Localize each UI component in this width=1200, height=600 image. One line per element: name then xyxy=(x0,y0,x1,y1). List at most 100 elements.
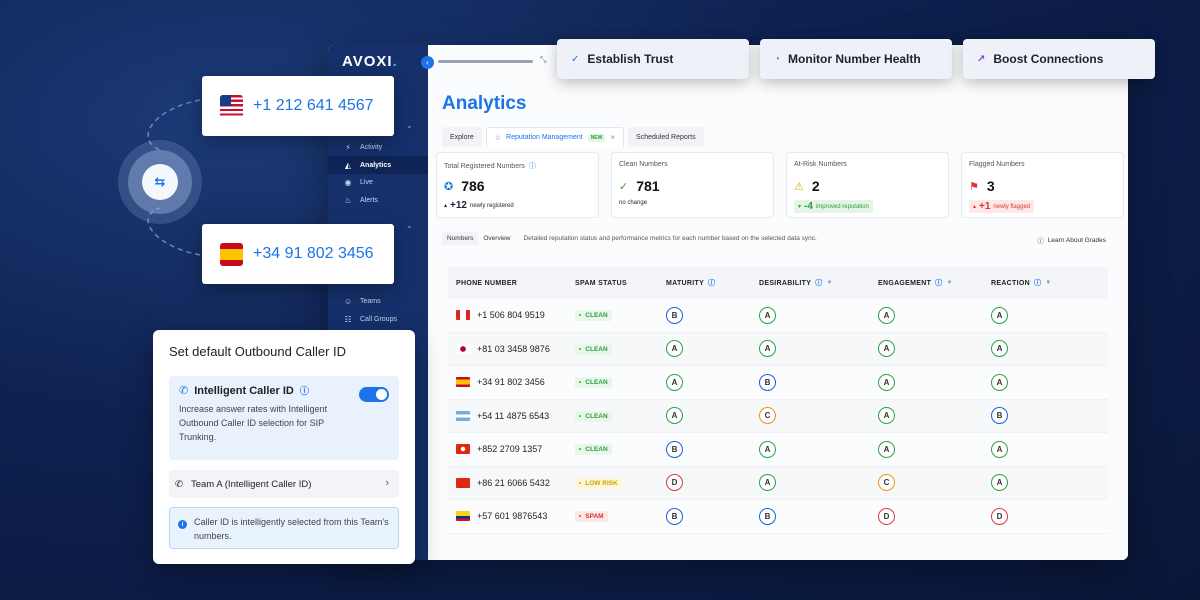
grade-badge: B xyxy=(666,306,683,324)
expand-icon[interactable]: ⤡ xyxy=(540,55,547,64)
grade-badge: A xyxy=(991,340,1008,358)
info-icon[interactable]: ⓘ xyxy=(935,280,943,287)
grade-badge: A xyxy=(991,474,1008,492)
subtab-numbers[interactable]: Numbers xyxy=(442,232,479,245)
cell-phone: +57 601 9876543 xyxy=(448,511,575,522)
phone-number: +54 11 4875 6543 xyxy=(477,410,550,421)
table-row[interactable]: +34 91 802 3456 • CLEAN A B A A xyxy=(448,366,1108,400)
feature-description: Increase answer rates with Intelligent O… xyxy=(179,404,328,442)
cell-maturity: A xyxy=(666,407,759,425)
close-icon[interactable]: × xyxy=(610,133,616,142)
grade-badge: A xyxy=(991,440,1008,458)
stat-delta: +12 xyxy=(450,200,467,211)
th-desirability[interactable]: DESIRABILITY ⓘ ▼ xyxy=(759,279,833,288)
stat-at-risk: At-Risk Numbers ⚠ 2 ▾ -4 improved reputatio… xyxy=(786,152,949,218)
trend-up-icon: ↗ xyxy=(977,53,986,65)
check-circle-icon: ✓ xyxy=(571,53,580,65)
dot-icon: • xyxy=(579,379,582,387)
cell-maturity: A xyxy=(666,373,759,391)
intelligent-caller-id-toggle[interactable] xyxy=(359,387,389,402)
learn-grades-link[interactable]: ⓘ Learn About Grades xyxy=(1037,236,1106,246)
table-row[interactable]: +1 506 804 9519 • CLEAN B A A A xyxy=(448,299,1108,333)
stats-row: Total Registered Numbers ⓘ ✪ 786 ▴ +12 newly… xyxy=(436,152,1124,218)
info-icon[interactable]: ⓘ xyxy=(299,386,309,396)
grade-badge: A xyxy=(759,474,776,492)
grade-badge: A xyxy=(759,340,776,358)
teams-icon: ☺ xyxy=(344,296,353,306)
cell-reaction: A xyxy=(991,373,1101,391)
cell-reaction: B xyxy=(991,407,1101,425)
arrow-down-icon: ▾ xyxy=(798,204,802,210)
table-row[interactable]: +86 21 6066 5432 • LOW RISK D A C A xyxy=(448,466,1108,500)
jp-flag-icon xyxy=(456,343,470,354)
th-phone: PHONE NUMBER xyxy=(456,279,518,287)
table-header: PHONE NUMBER SPAM STATUS MATURITY ⓘ DESIR… xyxy=(448,267,1108,299)
feature-establish-trust: ✓ Establish Trust xyxy=(557,39,749,79)
collapse-sidebar-button[interactable]: ‹ xyxy=(421,56,434,69)
sidebar-item-call-groups[interactable]: ☷ Call Groups xyxy=(344,314,397,324)
tab-scheduled-reports[interactable]: Scheduled Reports xyxy=(628,127,704,147)
grade-badge: A xyxy=(878,340,895,358)
tab-bar: Explore ☆ Reputation Management NEW × Sc… xyxy=(442,127,704,147)
cell-reaction: A xyxy=(991,474,1101,492)
cell-phone: +54 11 4875 6543 xyxy=(448,410,575,421)
sort-caret-icon[interactable]: ▼ xyxy=(1045,280,1052,286)
chevron-down-icon[interactable]: ⌄ xyxy=(406,121,413,130)
warning-icon: ⚠ xyxy=(794,180,804,193)
cell-desirability: B xyxy=(759,507,878,525)
new-badge: NEW xyxy=(587,133,606,142)
cell-desirability: B xyxy=(759,373,878,391)
tab-reputation-management[interactable]: ☆ Reputation Management NEW × xyxy=(485,127,625,147)
chevron-down-icon[interactable]: ⌄ xyxy=(406,221,413,230)
grade-badge: B xyxy=(991,407,1008,425)
phone-icon: ✆ xyxy=(175,478,183,490)
stat-delta-note: improved reputation xyxy=(815,203,869,210)
cell-spam: • SPAM xyxy=(575,510,666,523)
sidebar-item-teams[interactable]: ☺ Teams xyxy=(344,296,381,306)
stat-label: Clean Numbers xyxy=(619,161,668,168)
phone-number: +34 91 802 3456 xyxy=(477,377,545,388)
cell-engagement: A xyxy=(878,407,991,425)
cell-engagement: A xyxy=(878,306,991,324)
info-icon[interactable]: ⓘ xyxy=(708,280,716,287)
grade-badge: A xyxy=(666,340,683,358)
sidebar-item-alerts[interactable]: ♨ Alerts xyxy=(344,195,378,205)
tab-explore[interactable]: Explore xyxy=(442,127,482,147)
th-engagement[interactable]: ENGAGEMENT ⓘ ▼ xyxy=(878,279,953,288)
subtab-overview[interactable]: Overview xyxy=(483,235,511,242)
table-row[interactable]: +852 2709 1357 • CLEAN B A A A xyxy=(448,433,1108,467)
cell-desirability: A xyxy=(759,306,878,324)
feature-monitor-health: ◔ Monitor Number Health xyxy=(760,39,952,79)
table-row[interactable]: +54 11 4875 6543 • CLEAN A C A B xyxy=(448,399,1108,433)
info-icon[interactable]: ⓘ xyxy=(528,163,536,170)
flag-icon: ⚑ xyxy=(969,180,979,193)
grade-badge: D xyxy=(666,474,683,492)
spam-status-badge: • SPAM xyxy=(575,511,608,523)
stat-value: 3 xyxy=(986,178,995,194)
us-flag-icon xyxy=(220,94,243,118)
sort-caret-icon[interactable]: ▼ xyxy=(826,280,833,286)
sidebar-item-live[interactable]: ◉ Live xyxy=(344,177,373,187)
topbar-scroll[interactable] xyxy=(438,60,533,63)
cell-maturity: B xyxy=(666,507,759,525)
grade-badge: A xyxy=(991,373,1008,391)
cell-reaction: A xyxy=(991,440,1101,458)
sidebar-item-analytics[interactable]: ◭ Analytics xyxy=(328,156,428,174)
info-icon[interactable]: ⓘ xyxy=(815,280,823,287)
th-maturity: MATURITY ⓘ xyxy=(666,279,716,288)
cell-engagement: C xyxy=(878,474,991,492)
app-window: AVOXI. ⌄ ⚡ Activity ◭ Analytics ◉ Live ♨ Ale… xyxy=(328,45,1128,560)
table-row[interactable]: +81 03 3458 9876 • CLEAN A A A A xyxy=(448,332,1108,366)
logo: AVOXI. xyxy=(342,53,398,70)
team-selector[interactable]: ✆ Team A (Intelligent Caller ID) › xyxy=(169,470,399,498)
cell-desirability: A xyxy=(759,440,878,458)
grade-badge: A xyxy=(878,407,895,425)
table-row[interactable]: +57 601 9876543 • SPAM B B D D xyxy=(448,500,1108,534)
info-note: i Caller ID is intelligently selected fr… xyxy=(169,507,399,549)
th-reaction[interactable]: REACTION ⓘ ▼ xyxy=(991,279,1052,288)
info-icon[interactable]: ⓘ xyxy=(1033,280,1042,287)
cell-spam: • CLEAN xyxy=(575,410,666,422)
sort-caret-icon[interactable]: ▼ xyxy=(946,280,953,286)
spam-status-badge: • CLEAN xyxy=(575,410,612,422)
sidebar-item-activity[interactable]: ⚡ Activity xyxy=(345,142,383,152)
